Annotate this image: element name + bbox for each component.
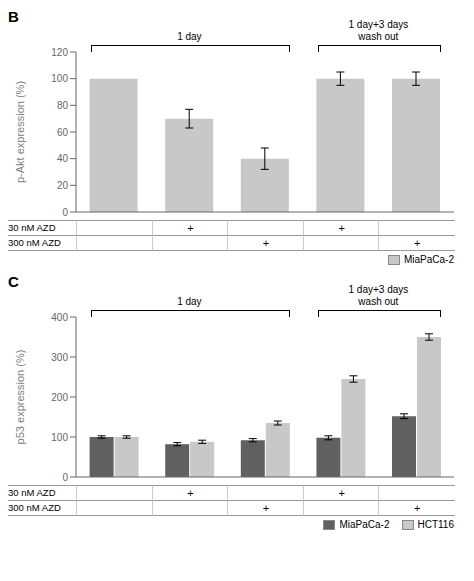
html-text:30 nM AZD: 30 nM AZD xyxy=(8,487,56,498)
html-text:MiaPaCa-2: MiaPaCa-2 xyxy=(404,254,454,265)
html-text:MiaPaCa-2: MiaPaCa-2 xyxy=(339,519,390,530)
html-text:1 day+3 days wash out: 1 day+3 days wash out xyxy=(348,284,409,307)
svg-text:0: 0 xyxy=(62,472,68,483)
svg-text:p-Akt expression (%): p-Akt expression (%) xyxy=(14,81,26,183)
svg-text:100: 100 xyxy=(51,432,68,443)
svg-text:40: 40 xyxy=(57,153,69,164)
html-text:B: B xyxy=(8,8,19,25)
html-text:300 nM AZD: 300 nM AZD xyxy=(8,502,61,513)
html-text:HCT116: HCT116 xyxy=(417,519,454,530)
html-text:300 nM AZD: 300 nM AZD xyxy=(8,237,61,248)
html-text:1 day: 1 day xyxy=(177,31,202,42)
html-text:30 nM AZD: 30 nM AZD xyxy=(8,222,56,233)
html-text:C: C xyxy=(8,273,19,290)
svg-text:80: 80 xyxy=(57,100,69,111)
svg-text:20: 20 xyxy=(57,180,69,191)
svg-text:300: 300 xyxy=(51,352,68,363)
svg-text:0: 0 xyxy=(62,207,68,218)
svg-text:200: 200 xyxy=(51,392,68,403)
svg-text:100: 100 xyxy=(51,73,68,84)
svg-text:400: 400 xyxy=(51,312,68,323)
html-text:1 day+3 days wash out: 1 day+3 days wash out xyxy=(348,19,409,42)
svg-text:p53 expression (%): p53 expression (%) xyxy=(14,350,26,445)
svg-text:60: 60 xyxy=(57,127,69,138)
html-text:1 day: 1 day xyxy=(177,296,202,307)
svg-text:120: 120 xyxy=(51,47,68,58)
